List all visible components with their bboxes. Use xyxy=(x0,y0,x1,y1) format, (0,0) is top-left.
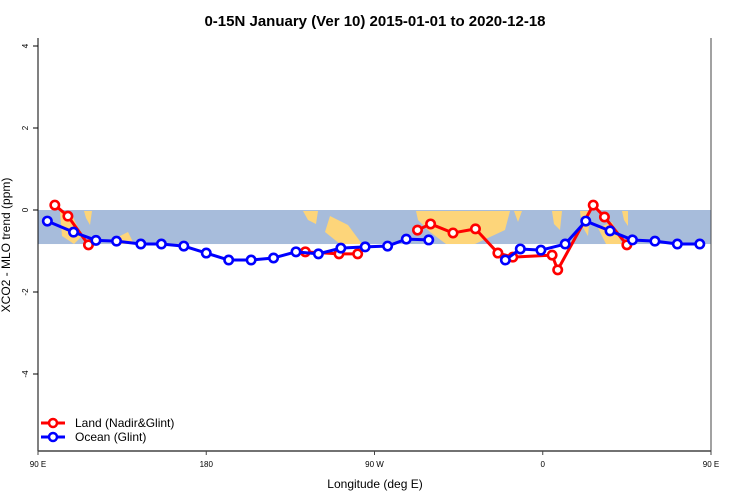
data-point-land xyxy=(49,199,61,211)
x-tick-label: 0 xyxy=(541,460,546,469)
data-point-ocean xyxy=(535,244,547,256)
data-point-ocean xyxy=(111,235,123,247)
data-point-ocean xyxy=(400,233,412,245)
data-point-ocean xyxy=(580,215,592,227)
data-point-ocean xyxy=(604,225,616,237)
data-point-ocean xyxy=(290,246,302,258)
legend-marker-ocean xyxy=(47,431,59,443)
land-area xyxy=(416,211,510,244)
x-tick-label: 180 xyxy=(200,460,214,469)
series-line-ocean xyxy=(504,219,700,262)
data-point-land xyxy=(425,218,437,230)
data-point-ocean xyxy=(359,241,371,253)
data-point-land xyxy=(469,223,481,235)
data-point-ocean xyxy=(68,226,80,238)
data-point-ocean xyxy=(694,238,706,250)
land-area xyxy=(514,211,522,222)
data-point-ocean xyxy=(41,215,53,227)
x-tick-label: 90 E xyxy=(30,460,46,469)
data-point-ocean xyxy=(626,234,638,246)
chart-title: 0-15N January (Ver 10) 2015-01-01 to 202… xyxy=(204,13,545,30)
data-point-ocean xyxy=(649,235,661,247)
data-point-ocean xyxy=(135,238,147,250)
legend: Land (Nadir&Glint) Ocean (Glint) xyxy=(41,416,174,444)
x-tick-label: 90 W xyxy=(365,460,384,469)
data-point-ocean xyxy=(90,234,102,246)
data-point-ocean xyxy=(514,243,526,255)
data-point-ocean xyxy=(499,254,511,266)
y-tick-label: 4 xyxy=(21,43,30,48)
data-point-land xyxy=(598,211,610,223)
y-tick-label: 2 xyxy=(21,125,30,130)
data-point-ocean xyxy=(423,234,435,246)
data-point-ocean xyxy=(155,238,167,250)
data-point-ocean xyxy=(312,248,324,260)
data-point-ocean xyxy=(559,238,571,250)
y-tick-label: -2 xyxy=(21,288,30,296)
data-point-land xyxy=(447,227,459,239)
legend-label-land: Land (Nadir&Glint) xyxy=(75,416,174,430)
x-tick-label: 90 E xyxy=(703,460,719,469)
legend-marker-land xyxy=(47,417,59,429)
land-area xyxy=(552,211,562,230)
data-point-land xyxy=(552,264,564,276)
y-tick-label: 0 xyxy=(21,207,30,212)
data-point-land xyxy=(587,199,599,211)
data-point-land xyxy=(492,247,504,259)
y-axis-label: XCO2 - MLO trend (ppm) xyxy=(0,178,13,313)
series-layer xyxy=(41,199,706,276)
data-point-land xyxy=(62,210,74,222)
data-point-ocean xyxy=(223,254,235,266)
data-point-land xyxy=(411,224,423,236)
land-area xyxy=(622,211,628,226)
legend-label-ocean: Ocean (Glint) xyxy=(75,430,146,444)
data-point-land xyxy=(352,248,364,260)
data-point-land xyxy=(546,249,558,261)
data-point-ocean xyxy=(268,252,280,264)
data-point-ocean xyxy=(200,247,212,259)
data-point-ocean xyxy=(335,242,347,254)
land-area xyxy=(303,211,318,224)
data-point-ocean xyxy=(245,254,257,266)
data-point-ocean xyxy=(178,240,190,252)
x-axis-label: Longitude (deg E) xyxy=(327,477,422,491)
land-area xyxy=(325,216,362,244)
land-area xyxy=(84,211,92,225)
y-tick-label: -4 xyxy=(21,370,30,378)
data-point-ocean xyxy=(671,238,683,250)
data-point-land xyxy=(82,239,94,251)
data-point-ocean xyxy=(382,240,394,252)
